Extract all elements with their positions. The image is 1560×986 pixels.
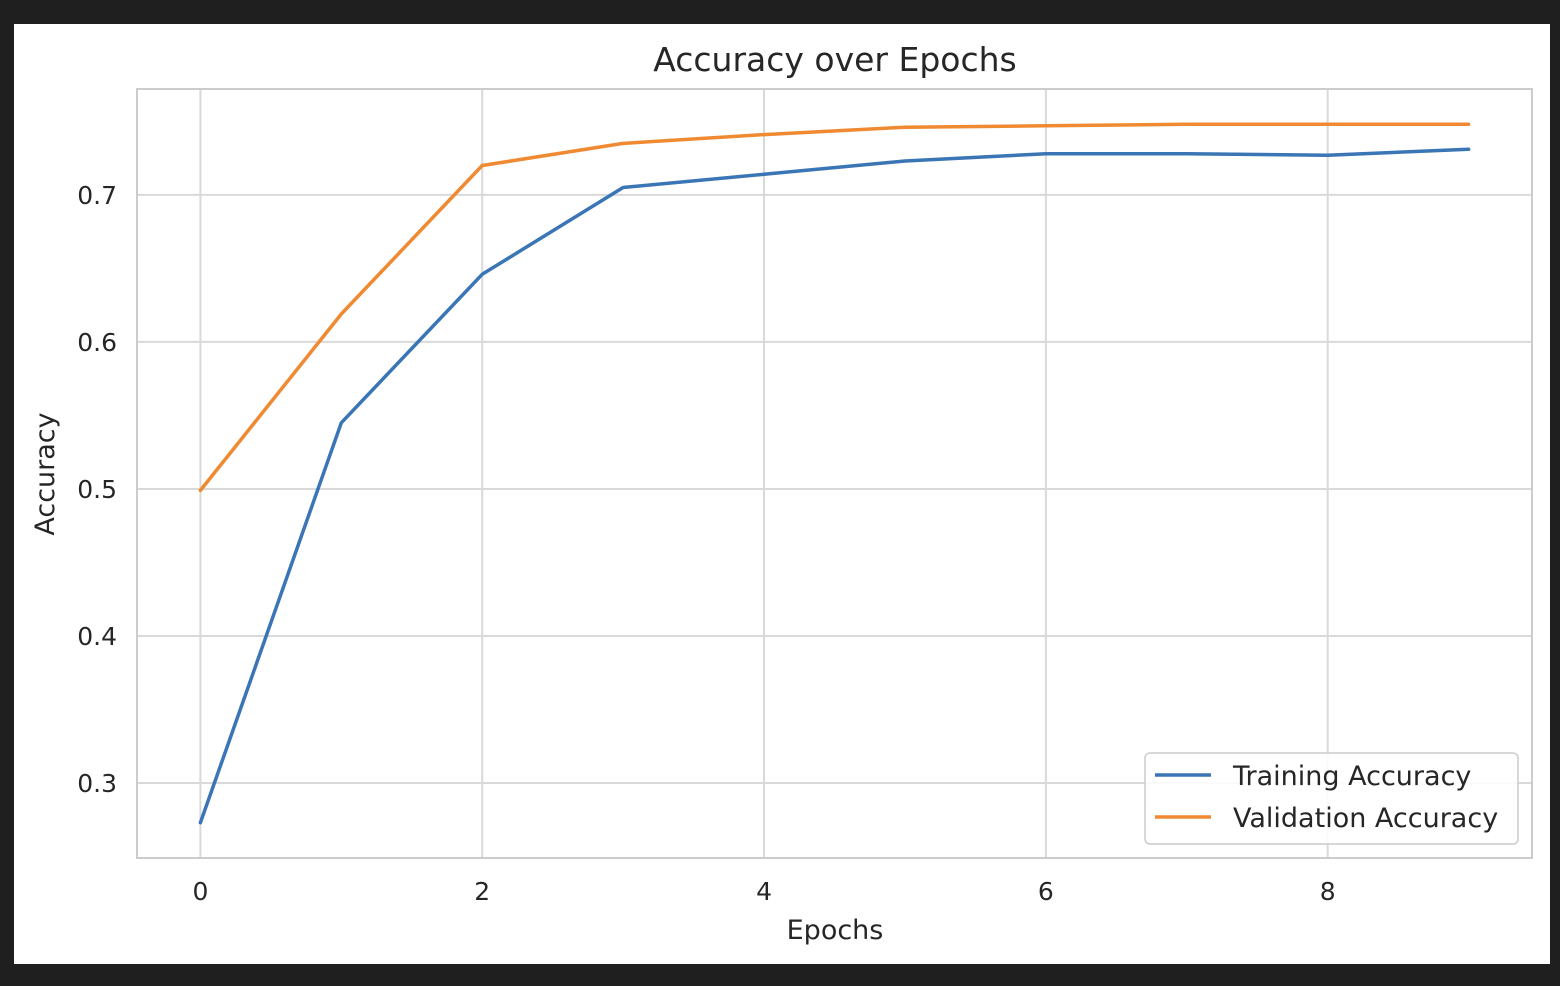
x-tick-label: 8 [1320, 877, 1336, 906]
y-tick-label: 0.5 [77, 475, 117, 504]
series-lines [198, 122, 1471, 825]
legend-box [1144, 752, 1519, 845]
legend-label-training: Training Accuracy [1232, 761, 1471, 792]
y-tick-label: 0.7 [77, 181, 117, 210]
y-tick-label: 0.3 [77, 769, 117, 798]
legend-label-validation: Validation Accuracy [1233, 803, 1498, 834]
y-tick-label: 0.4 [77, 622, 117, 651]
x-axis-label: Epochs [787, 915, 884, 946]
x-tick-labels: 0 2 4 6 8 [192, 877, 1335, 906]
chart-title: Accuracy over Epochs [653, 40, 1016, 79]
y-tick-label: 0.6 [77, 328, 117, 357]
plot-area-border [136, 88, 1533, 859]
y-axis-label: Accuracy [30, 412, 61, 535]
x-tick-label: 0 [192, 877, 208, 906]
x-tick-label: 2 [474, 877, 490, 906]
x-tick-label: 4 [756, 877, 772, 906]
legend: Training Accuracy Validation Accuracy [1144, 752, 1519, 845]
x-tick-label: 6 [1038, 877, 1054, 906]
grid-lines [137, 89, 1532, 858]
validation-accuracy-line [198, 122, 1471, 493]
y-tick-labels: 0.3 0.4 0.5 0.6 0.7 [77, 181, 117, 798]
training-accuracy-line [198, 147, 1471, 825]
